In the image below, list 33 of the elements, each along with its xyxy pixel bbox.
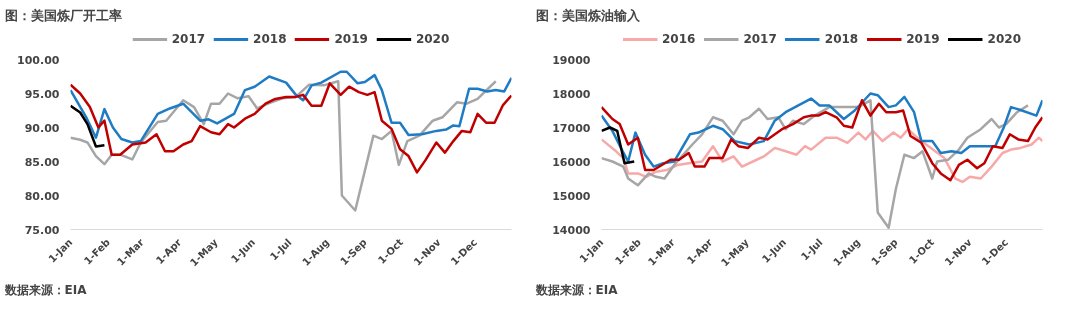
- y-tick-label: 17000: [552, 121, 591, 135]
- legend-label: 2020: [415, 32, 450, 46]
- y-tick-label: 19000: [552, 53, 591, 67]
- y-tick-label: 80.00: [24, 189, 60, 203]
- legend-label: 2019: [906, 32, 940, 46]
- line-series: [601, 92, 1043, 168]
- line-series: [70, 82, 512, 174]
- y-tick-label: 90.00: [24, 121, 60, 135]
- legend-label: 2019: [334, 32, 368, 46]
- line-series: [601, 127, 1043, 184]
- legend-label: 2017: [171, 32, 206, 46]
- line-series: [70, 70, 512, 144]
- line-series: [601, 126, 636, 165]
- source-note: 数据来源：EIA: [534, 282, 619, 297]
- legend-label: 2016: [661, 32, 696, 46]
- y-tick-label: 75.00: [24, 223, 60, 237]
- legend-label: 2018: [253, 32, 287, 46]
- y-tick-label: 14000: [552, 223, 591, 237]
- line-series: [70, 104, 106, 148]
- line-series: [601, 99, 1043, 182]
- y-tick-label: 95.00: [24, 87, 60, 101]
- chart-title: 图：美国炼油输入: [535, 7, 641, 23]
- legend-label: 2020: [987, 32, 1022, 46]
- y-tick-label: 100.00: [17, 53, 60, 67]
- chart-title: 图：美国炼厂开工率: [4, 7, 122, 23]
- y-tick-label: 85.00: [24, 155, 60, 169]
- line-series: [601, 99, 1030, 230]
- source-note: 数据来源：EIA: [3, 282, 88, 297]
- y-tick-label: 15000: [552, 189, 591, 203]
- legend-label: 2017: [743, 32, 777, 46]
- y-tick-label: 18000: [552, 87, 591, 101]
- y-tick-label: 16000: [552, 155, 591, 169]
- legend-label: 2018: [824, 32, 859, 46]
